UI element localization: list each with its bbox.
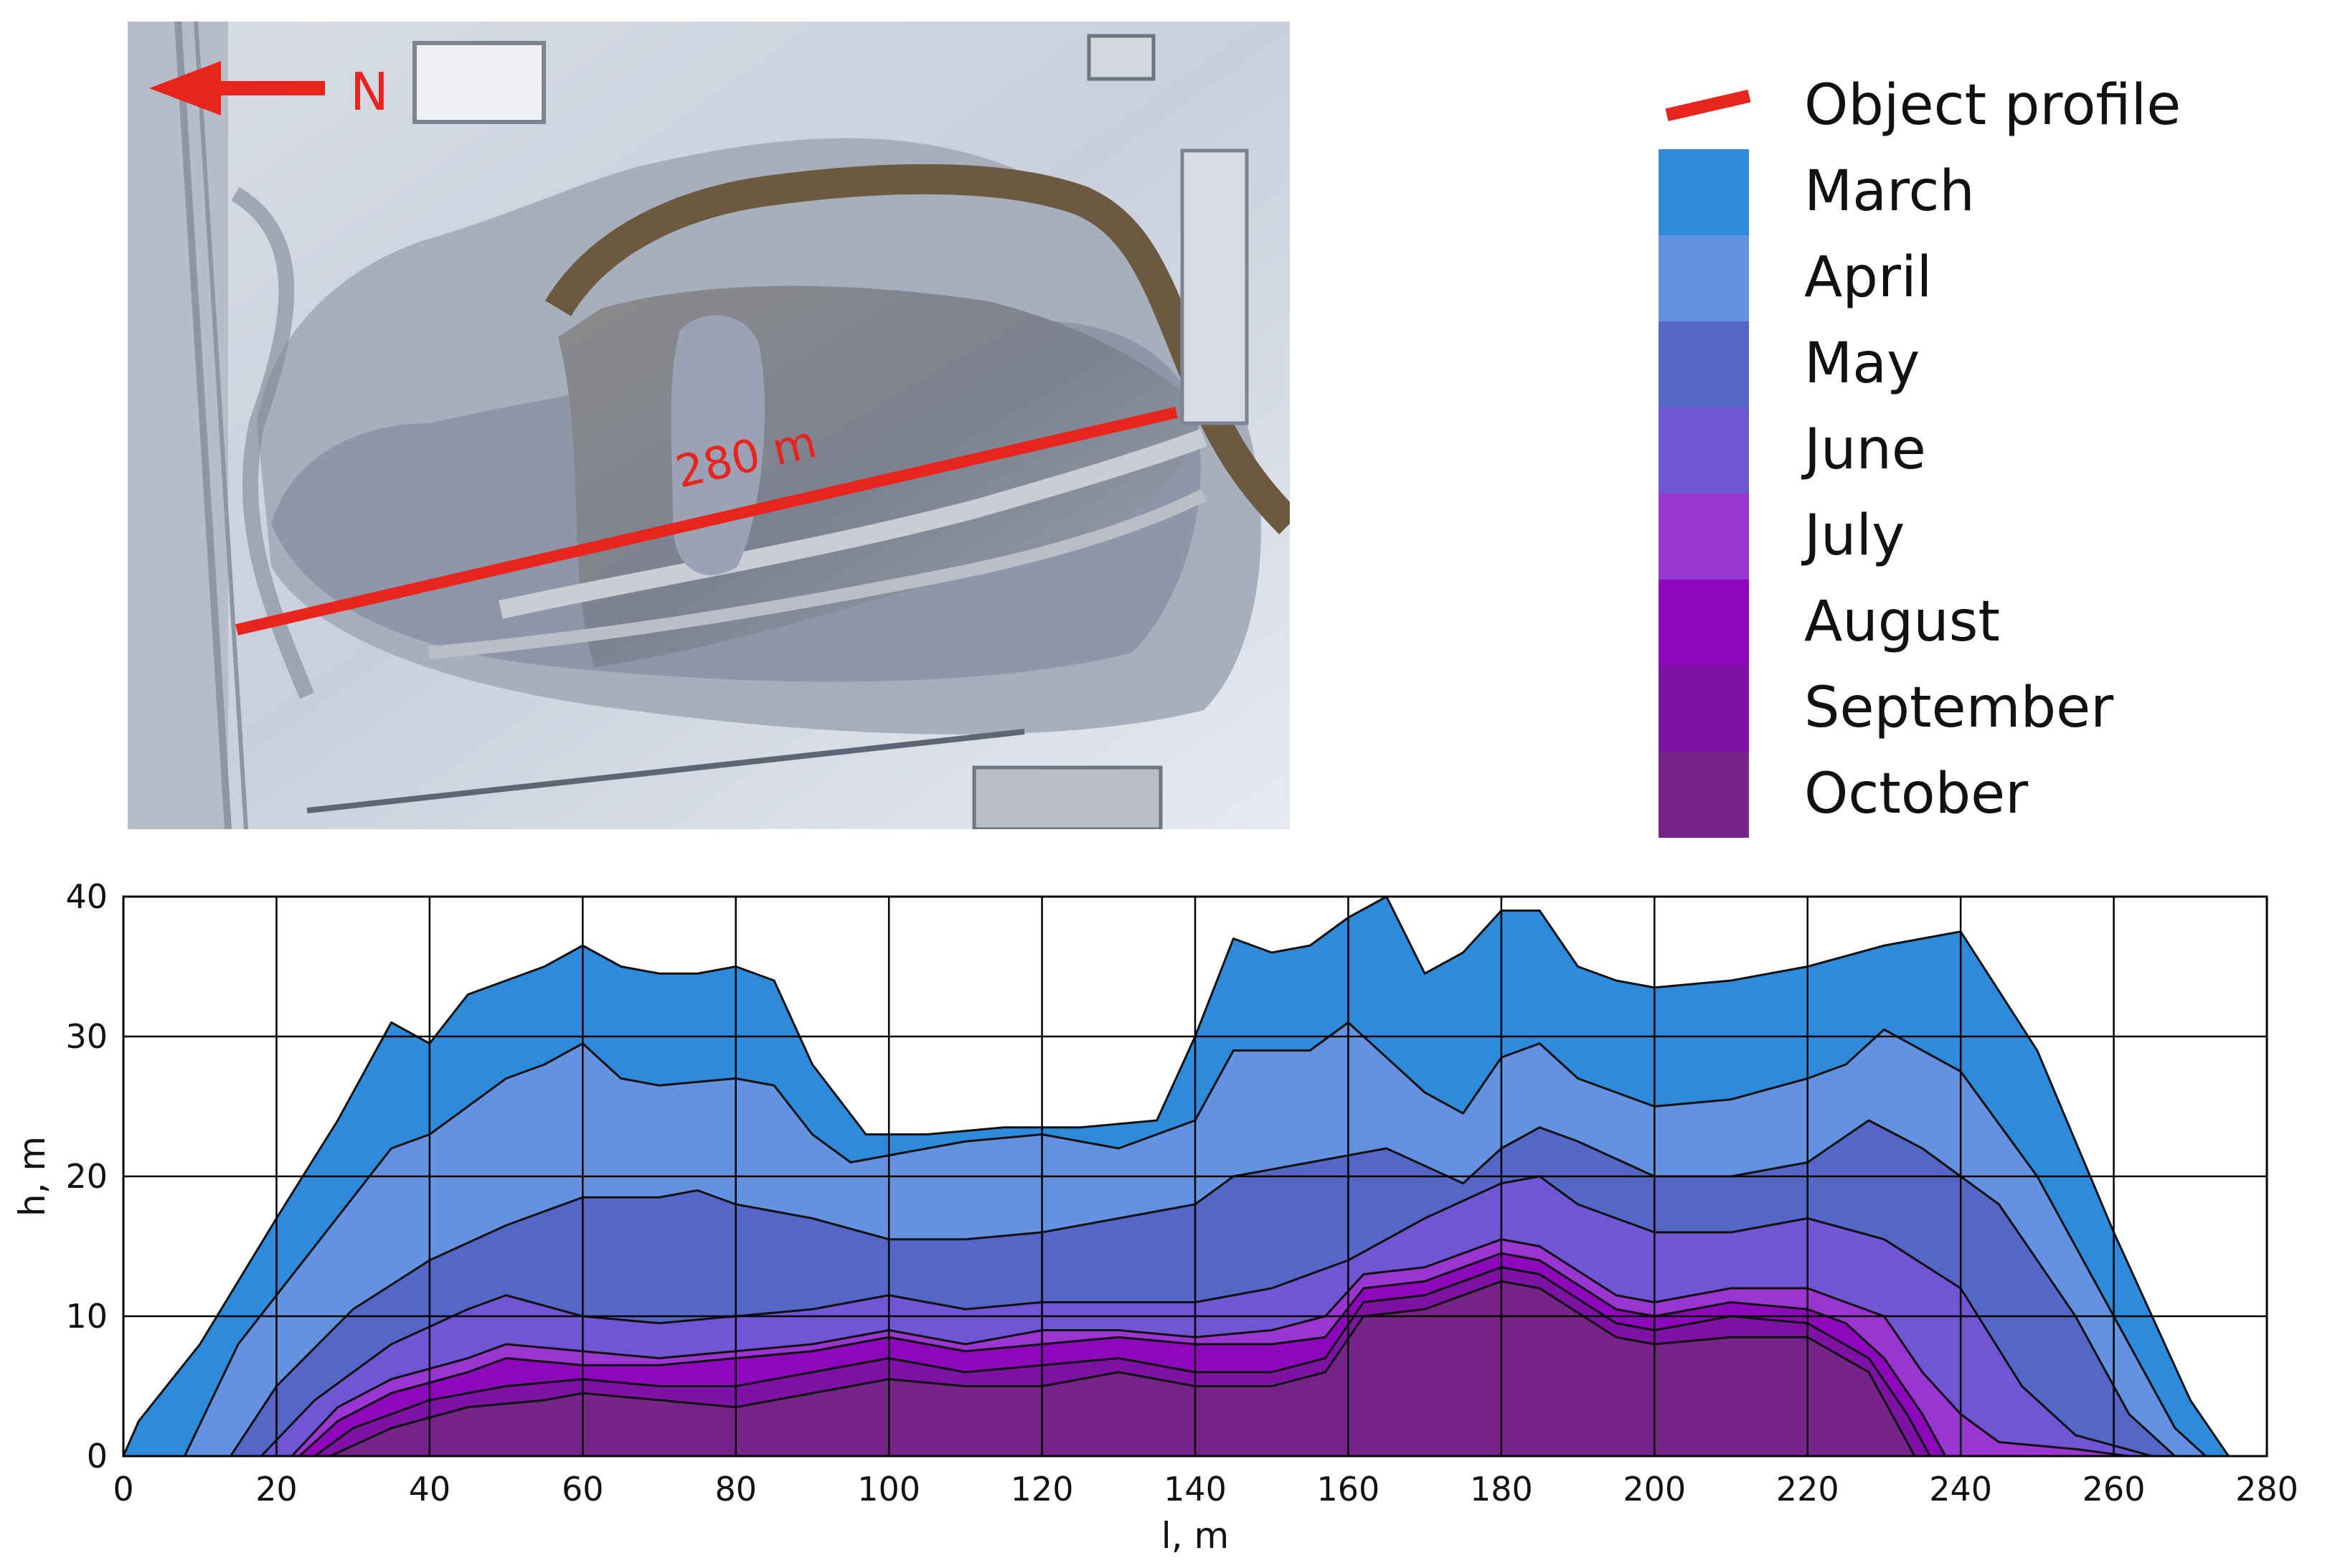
legend-label: March <box>1804 159 1975 224</box>
legend-label: October <box>1804 762 2029 826</box>
bench <box>499 428 1207 619</box>
y-tick-label: 30 <box>65 1017 108 1056</box>
x-tick-label: 80 <box>714 1470 757 1508</box>
x-tick-labels: 0 20 40 60 80 100 120 140 160 180 200 220 240 260 280 <box>113 1470 2298 1508</box>
x-tick-label: 140 <box>1164 1470 1227 1508</box>
building <box>412 41 546 124</box>
legend-item-object-profile: Object profile <box>1650 72 2296 133</box>
x-tick-label: 120 <box>1011 1470 1074 1508</box>
road-edge <box>174 22 232 829</box>
building <box>1087 34 1156 81</box>
y-tick-label: 0 <box>87 1437 108 1475</box>
legend-item-march: March <box>1650 149 2296 235</box>
legend-item-may: May <box>1650 321 2296 407</box>
legend: Object profile March April May June July Augu… <box>1650 72 2296 846</box>
legend-item-april: April <box>1650 235 2296 321</box>
legend-item-october: October <box>1650 752 2296 838</box>
legend-item-september: September <box>1650 666 2296 752</box>
legend-swatch <box>1659 752 1749 838</box>
legend-label: Object profile <box>1804 73 2182 138</box>
height-profile-chart: 0 20 40 60 80 100 120 140 160 180 200 220 240 260 280 … <box>11 877 2298 1557</box>
x-tick-label: 20 <box>255 1470 298 1508</box>
legend-swatch <box>1659 149 1749 235</box>
plot-frame <box>122 895 2268 1458</box>
north-arrow <box>149 61 325 115</box>
building <box>972 765 1163 829</box>
legend-swatch <box>1659 235 1749 321</box>
legend-item-july: July <box>1650 493 2296 580</box>
object-profile-swatch <box>1665 89 1751 122</box>
legend-label: June <box>1804 417 1926 482</box>
y-tick-labels: 0 10 20 30 40 <box>65 877 108 1475</box>
x-tick-label: 40 <box>409 1470 451 1508</box>
legend-item-june: June <box>1650 407 2296 493</box>
legend-label: May <box>1804 331 1920 396</box>
legend-item-august: August <box>1650 580 2296 666</box>
bench <box>428 488 1207 659</box>
x-axis-label: l, m <box>1161 1515 1229 1557</box>
aerial-photo: N 280 m <box>128 22 1290 829</box>
road-edge <box>194 22 248 829</box>
x-tick-label: 240 <box>1929 1470 1992 1508</box>
area-october <box>329 1280 1916 1458</box>
road <box>128 22 228 829</box>
x-tick-label: 0 <box>113 1470 133 1508</box>
legend-label: April <box>1804 245 1933 310</box>
north-label: N <box>350 62 389 122</box>
y-tick-label: 10 <box>65 1297 108 1336</box>
x-tick-label: 60 <box>562 1470 604 1508</box>
legend-label: August <box>1804 590 2000 654</box>
legend-label: July <box>1804 504 1905 568</box>
legend-swatch <box>1659 580 1749 666</box>
x-tick-label: 200 <box>1623 1470 1686 1508</box>
x-tick-label: 260 <box>2083 1470 2146 1508</box>
object-profile-line <box>235 407 1178 636</box>
x-tick-label: 160 <box>1317 1470 1380 1508</box>
x-tick-label: 100 <box>857 1470 920 1508</box>
y-axis-label: h, m <box>11 1136 53 1217</box>
x-tick-label: 280 <box>2235 1470 2298 1508</box>
legend-swatch <box>1659 493 1749 580</box>
x-tick-label: 220 <box>1776 1470 1839 1508</box>
y-tick-label: 20 <box>65 1157 108 1196</box>
y-tick-label: 40 <box>65 877 108 916</box>
fence <box>306 729 1025 813</box>
legend-swatch <box>1659 407 1749 493</box>
legend-label: September <box>1804 676 2114 740</box>
legend-swatch <box>1659 321 1749 407</box>
building <box>1180 148 1249 425</box>
legend-swatch <box>1659 666 1749 752</box>
x-tick-label: 180 <box>1470 1470 1533 1508</box>
